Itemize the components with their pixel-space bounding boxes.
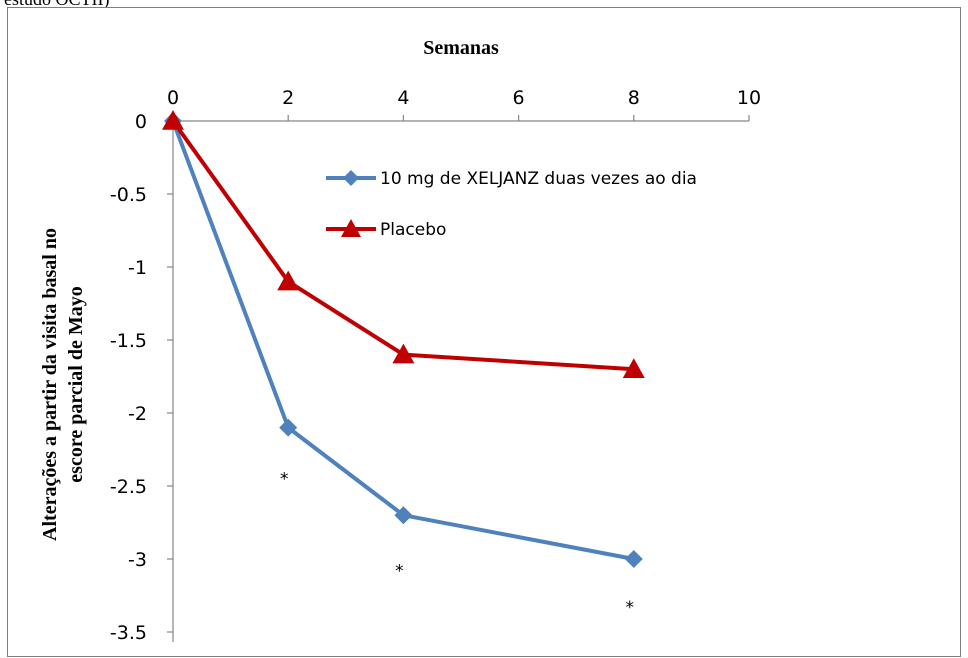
series-layer [162, 110, 645, 568]
y-tick-label: 0 [135, 111, 147, 133]
legend-label: Placebo [380, 220, 446, 240]
y-tick-label: -2.5 [110, 476, 147, 498]
y-tick-label: -0.5 [110, 184, 147, 206]
data-point-triangle [277, 270, 300, 291]
page-caption: estudo OCTII) [4, 0, 109, 10]
y-axis-label: Alterações a partir da visita basal no es… [39, 228, 87, 541]
series-line [171, 119, 634, 372]
x-tick-label: 2 [282, 87, 294, 109]
x-tick-label: 10 [737, 87, 761, 109]
legend-label: 10 mg de XELJANZ duas vezes ao dia [380, 169, 697, 189]
y-tick-label: -1.5 [110, 330, 147, 352]
x-tick-label: 4 [397, 87, 409, 109]
legend: 10 mg de XELJANZ duas vezes ao dia Placeb… [326, 169, 697, 240]
y-axis-label-line: Alterações a partir da visita basal no [39, 228, 61, 541]
data-point-triangle [622, 358, 645, 378]
data-point-triangle [341, 219, 361, 237]
y-tick-label: -1 [128, 257, 147, 279]
data-point-diamond [624, 550, 643, 568]
data-point-triangle [162, 110, 184, 130]
series-line [171, 120, 635, 561]
significance-asterisk: * [626, 598, 635, 618]
data-point-diamond [343, 170, 359, 186]
data-point-diamond [279, 418, 298, 437]
y-axis-label-line: escore parcial de Mayo [65, 286, 87, 482]
y-tick-label: -3 [128, 549, 147, 571]
data-point-triangle [392, 343, 415, 364]
chart-frame: 0 2 4 6 8 10 0 -0.5 -1 -1.5 -2 -2.5 -3 -3.5 10 mg de … [7, 7, 961, 657]
chart-title: Semanas [423, 37, 499, 59]
x-tick-label: 0 [167, 87, 179, 109]
line-chart: 0 2 4 6 8 10 0 -0.5 -1 -1.5 -2 -2.5 -3 -3.5 10 mg de … [39, 37, 761, 644]
significance-asterisk: * [280, 469, 289, 489]
x-tick-label: 6 [513, 87, 525, 109]
y-tick-label: -2 [128, 403, 147, 425]
annotations: * * * [280, 469, 634, 617]
y-tick-label: -3.5 [110, 622, 147, 644]
significance-asterisk: * [395, 561, 404, 581]
x-tick-label: 8 [628, 87, 640, 109]
data-point-diamond [394, 506, 413, 525]
axes: 0 2 4 6 8 10 0 -0.5 -1 -1.5 -2 -2.5 -3 -3.5 [110, 87, 761, 644]
